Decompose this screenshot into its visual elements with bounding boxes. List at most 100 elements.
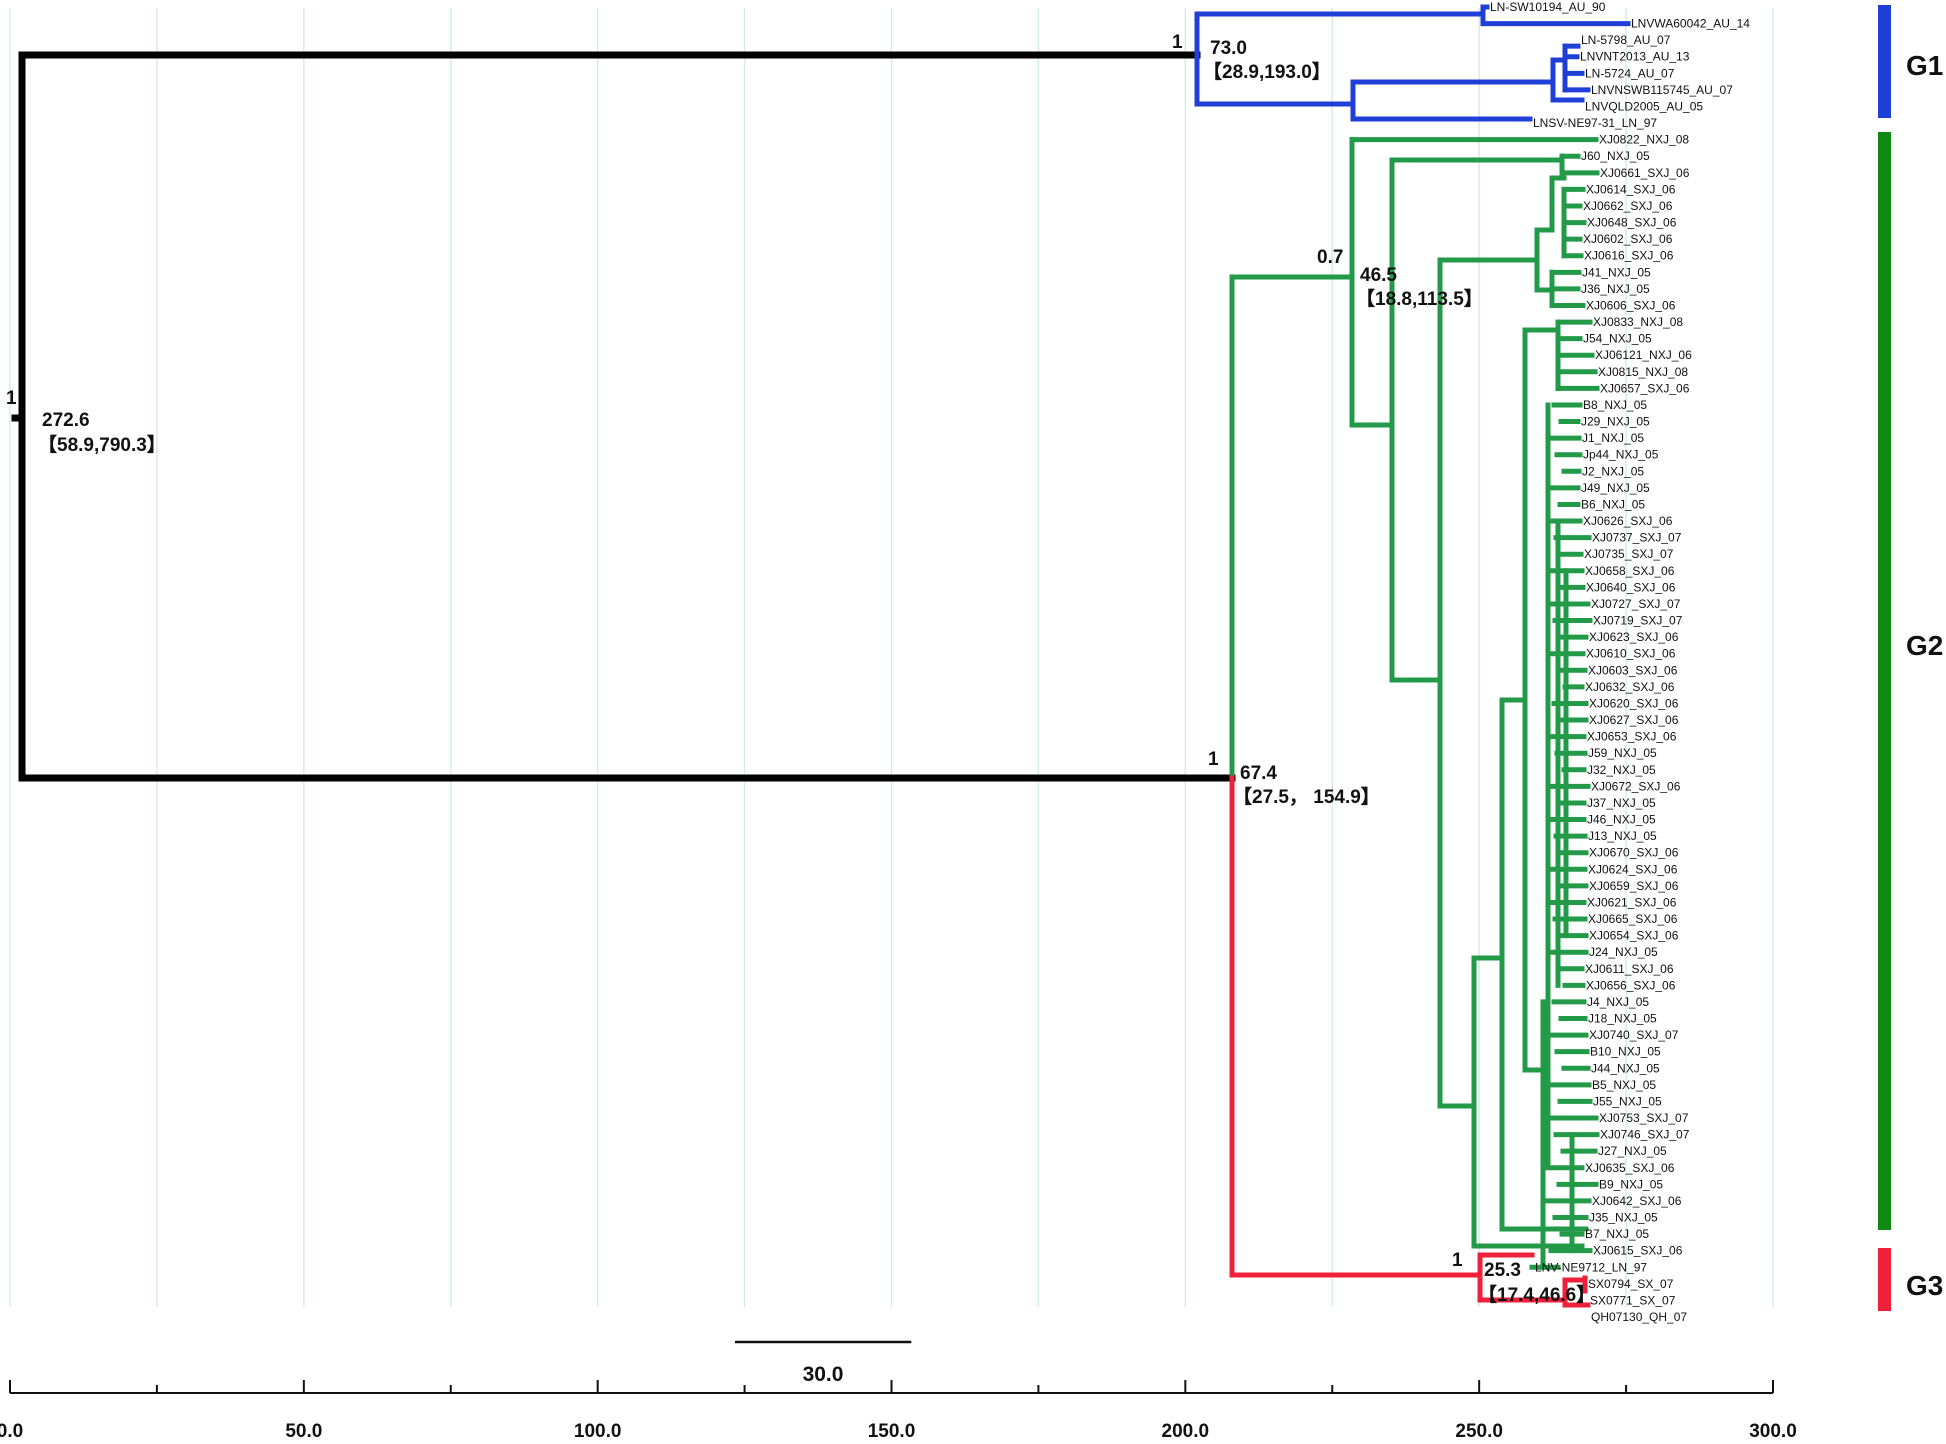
tip-label: XJ0670_SXJ_06: [1589, 846, 1679, 860]
tip-label: LN-SW10194_AU_90: [1490, 0, 1606, 14]
tip-label: XJ0727_SXJ_07: [1591, 597, 1681, 611]
tip-label: J60_NXJ_05: [1581, 149, 1650, 163]
tip-label: XJ0719_SXJ_07: [1593, 614, 1683, 628]
group-label: G3: [1906, 1270, 1943, 1301]
group-bar: [1878, 1248, 1891, 1311]
tip-label: XJ0615_SXJ_06: [1593, 1244, 1683, 1258]
scale-bar-label: 30.0: [803, 1363, 844, 1386]
tip-label: LNVQLD2005_AU_05: [1585, 99, 1703, 113]
tip-label: B10_NXJ_05: [1590, 1045, 1661, 1059]
tip-label: J59_NXJ_05: [1588, 746, 1657, 760]
tip-label: XJ0621_SXJ_06: [1587, 895, 1677, 909]
node-label-g1: 1 73.0 【28.9,193.0】: [1172, 32, 1331, 83]
tip-label: B9_NXJ_05: [1599, 1177, 1663, 1191]
tip-label: LNVNT2013_AU_13: [1580, 50, 1690, 64]
group-g1: G1: [1878, 5, 1943, 118]
tip-label: J24_NXJ_05: [1589, 945, 1658, 959]
axis-tick-label: 50.0: [285, 1421, 322, 1442]
tip-label: B5_NXJ_05: [1592, 1078, 1656, 1092]
node-hpd: 【28.9,193.0】: [1203, 60, 1331, 83]
tip-label: B8_NXJ_05: [1583, 398, 1647, 412]
tip-label: LN-5798_AU_07: [1581, 33, 1671, 47]
group-bar: [1878, 5, 1891, 118]
tip-label: B7_NXJ_05: [1585, 1227, 1649, 1241]
tip-label: XJ0620_SXJ_06: [1589, 696, 1679, 710]
tip-label: J1_NXJ_05: [1582, 431, 1644, 445]
tip-label: XJ0735_SXJ_07: [1584, 547, 1674, 561]
tip-label: J18_NXJ_05: [1588, 1012, 1657, 1026]
group-bar: [1878, 132, 1891, 1230]
tip-label: XJ0740_SXJ_07: [1589, 1028, 1679, 1042]
tip-label: XJ0662_SXJ_06: [1583, 199, 1673, 213]
tip-label: XJ06121_NXJ_06: [1595, 348, 1692, 362]
tip-label: J37_NXJ_05: [1587, 796, 1656, 810]
tip-label: J4_NXJ_05: [1587, 995, 1649, 1009]
axis-tick-label: 0.0: [0, 1421, 23, 1442]
tip-label: LNSV-NE97-31_LN_97: [1533, 116, 1657, 130]
tip-label: XJ0658_SXJ_06: [1585, 564, 1675, 578]
node-label-root: 1 272.6 【58.9,790.3】: [6, 388, 166, 456]
tip-label: XJ0672_SXJ_06: [1591, 779, 1681, 793]
node-support: 1: [6, 388, 17, 409]
node-hpd: 【18.8,113.5】: [1356, 287, 1483, 310]
tip-label: XJ0661_SXJ_06: [1600, 166, 1690, 180]
tip-label: XJ0822_NXJ_08: [1599, 133, 1689, 147]
node-label-g2g3: 1 67.4 【27.5， 154.9】: [1208, 749, 1380, 808]
tip-label: LN-5724_AU_07: [1585, 66, 1675, 80]
tip-label: XJ0606_SXJ_06: [1586, 298, 1676, 312]
group-label: G2: [1906, 630, 1943, 661]
tip-label: XJ0642_SXJ_06: [1592, 1194, 1682, 1208]
tip-label: XJ0602_SXJ_06: [1583, 232, 1673, 246]
tip-label: J29_NXJ_05: [1581, 415, 1650, 429]
node-support: 1: [1172, 32, 1183, 53]
tip-label: XJ0815_NXJ_08: [1598, 365, 1688, 379]
tip-label: XJ0656_SXJ_06: [1586, 978, 1676, 992]
group-label: G1: [1906, 50, 1943, 81]
tip-label: QH07130_QH_07: [1591, 1310, 1687, 1324]
tip-label: J13_NXJ_05: [1588, 829, 1657, 843]
tip-label: LNVWA60042_AU_14: [1631, 17, 1750, 31]
tip-label: XJ0654_SXJ_06: [1589, 929, 1679, 943]
time-axis: 0.0 50.0 100.0 150.0 200.0 250.0 300.0: [0, 1380, 1797, 1442]
tip-label: XJ0610_SXJ_06: [1586, 647, 1676, 661]
axis-tick-label: 250.0: [1455, 1421, 1503, 1442]
tip-label: XJ0648_SXJ_06: [1587, 216, 1677, 230]
tip-label: XJ0665_SXJ_06: [1588, 912, 1678, 926]
node-age: 25.3: [1484, 1260, 1521, 1281]
tip-label: XJ0603_SXJ_06: [1588, 663, 1678, 677]
tip-label: LNV-NE9712_LN_97: [1535, 1260, 1647, 1274]
tip-label: XJ0659_SXJ_06: [1589, 879, 1679, 893]
tip-label: XJ0657_SXJ_06: [1600, 381, 1690, 395]
tip-label: J41_NXJ_05: [1582, 265, 1651, 279]
node-age: 73.0: [1210, 38, 1247, 59]
tip-label: J54_NXJ_05: [1583, 332, 1652, 346]
node-hpd: 【58.9,790.3】: [38, 433, 166, 456]
tip-label: XJ0753_SXJ_07: [1599, 1111, 1689, 1125]
tip-label: XJ0611_SXJ_06: [1585, 962, 1674, 976]
tree-branches: [11, 4, 1631, 1308]
tip-label: XJ0737_SXJ_07: [1592, 531, 1682, 545]
tip-label: XJ0640_SXJ_06: [1586, 580, 1676, 594]
tip-label: XJ0616_SXJ_06: [1584, 249, 1674, 263]
node-hpd: 【27.5， 154.9】: [1233, 785, 1380, 808]
tip-label: XJ0623_SXJ_06: [1589, 630, 1679, 644]
node-age: 46.5: [1360, 265, 1397, 286]
tip-label: J32_NXJ_05: [1587, 763, 1656, 777]
tip-label: J27_NXJ_05: [1598, 1144, 1667, 1158]
node-support: 0.7: [1317, 247, 1343, 268]
tip-label: B6_NXJ_05: [1581, 497, 1645, 511]
node-support: 1: [1452, 1250, 1463, 1271]
node-support: 1: [1208, 749, 1219, 770]
tip-label: XJ0653_SXJ_06: [1587, 730, 1677, 744]
node-hpd: 【17.4,46.6】: [1478, 1283, 1595, 1306]
tip-label: XJ0635_SXJ_06: [1585, 1161, 1675, 1175]
tip-label: XJ0627_SXJ_06: [1589, 713, 1679, 727]
scale-bar: 30.0: [735, 1340, 912, 1386]
grid-lines: [9, 8, 1774, 1307]
node-age: 272.6: [42, 410, 90, 431]
tip-label: J35_NXJ_05: [1589, 1211, 1658, 1225]
group-g2: G2: [1878, 132, 1943, 1230]
group-g3: G3: [1878, 1248, 1943, 1311]
tip-label: J55_NXJ_05: [1593, 1094, 1662, 1108]
